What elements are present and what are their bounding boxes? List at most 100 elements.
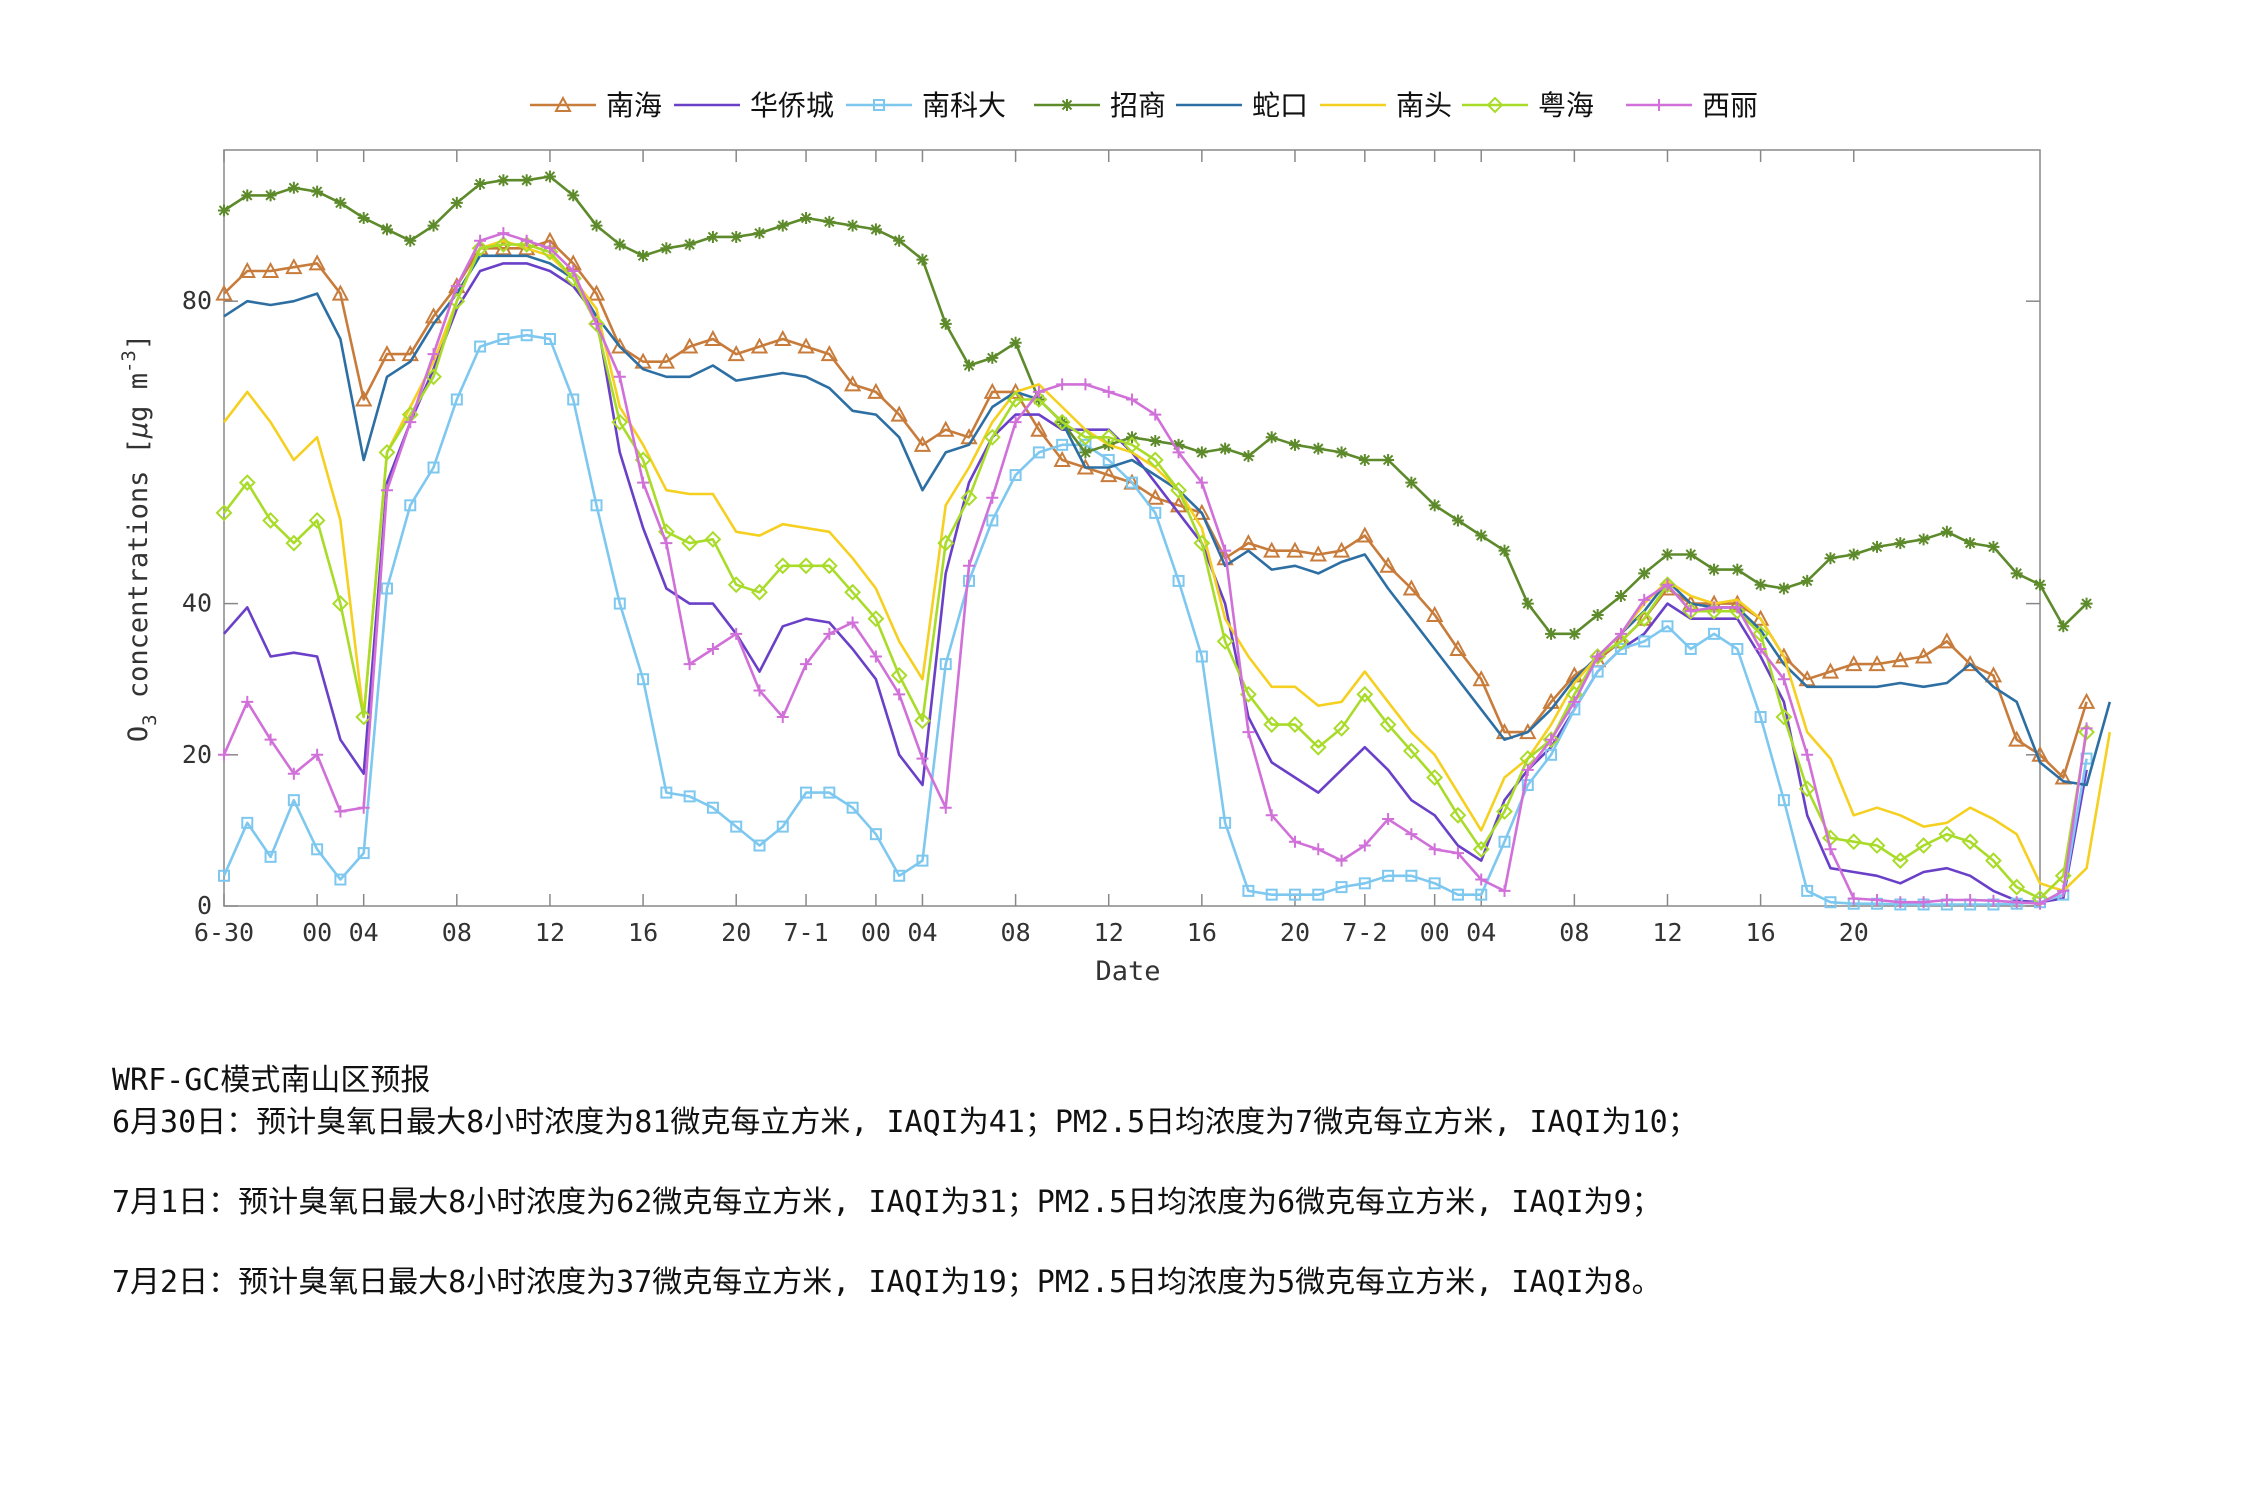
- data-point: [1126, 476, 1138, 489]
- data-point: [1801, 574, 1814, 587]
- series-7: [218, 227, 2093, 910]
- data-point: [776, 820, 789, 833]
- data-point: [287, 767, 300, 780]
- data-point: [1312, 888, 1325, 901]
- legend-label: 南科大: [922, 89, 1006, 122]
- series-group: [215, 170, 2112, 911]
- data-point: [311, 748, 324, 761]
- data-point: [730, 230, 743, 243]
- data-point: [704, 530, 722, 548]
- data-point: [1312, 843, 1325, 856]
- data-point: [427, 348, 440, 361]
- data-point: [1614, 642, 1627, 655]
- legend-item: 粤海: [1462, 89, 1594, 122]
- y-tick-label: 40: [182, 589, 212, 618]
- data-point: [1358, 453, 1371, 466]
- data-point: [1195, 650, 1208, 663]
- data-point: [613, 597, 626, 610]
- data-point: [960, 489, 978, 507]
- data-point: [567, 393, 580, 406]
- data-point: [1521, 763, 1534, 776]
- data-point: [1684, 605, 1697, 618]
- x-tick-label: 6-30: [194, 918, 254, 947]
- data-point: [893, 869, 906, 882]
- data-point: [1659, 576, 1676, 594]
- data-point: [1638, 593, 1651, 606]
- data-point: [474, 340, 487, 353]
- data-point: [1405, 828, 1418, 841]
- y-axis-label: O3 concentrations [μg m-3]: [118, 334, 161, 742]
- data-point: [1475, 529, 1488, 542]
- data-point: [750, 337, 769, 354]
- notes-day3: 7月2日：预计臭氧日最大8小时浓度为37微克每立方米, IAQI为19；PM2.…: [112, 1265, 1662, 1300]
- x-tick-label: 7-1: [783, 918, 828, 947]
- data-point: [1568, 695, 1581, 708]
- data-point: [450, 196, 463, 209]
- data-point: [1402, 742, 1420, 760]
- data-point: [355, 708, 373, 726]
- data-point: [1405, 869, 1418, 882]
- data-point: [215, 504, 233, 522]
- x-tick-label: 16: [1187, 918, 1217, 947]
- data-point: [1356, 685, 1374, 703]
- data-point: [1496, 803, 1513, 820]
- data-point: [1193, 534, 1211, 552]
- series-line: [223, 239, 2088, 779]
- data-point: [567, 189, 580, 202]
- series-line: [222, 243, 2088, 900]
- y-tick-label: 0: [197, 891, 212, 920]
- series-3: [218, 170, 2093, 640]
- data-point: [587, 284, 606, 301]
- legend-item: 南头: [1320, 89, 1452, 122]
- data-point: [820, 345, 839, 362]
- data-point: [1708, 627, 1721, 640]
- data-point: [1358, 877, 1371, 890]
- x-tick-label: 00: [861, 918, 891, 947]
- data-point: [1102, 385, 1115, 398]
- data-point: [1917, 896, 1930, 909]
- series-5: [222, 239, 2112, 893]
- data-point: [404, 499, 417, 512]
- plot-frame: [223, 149, 2041, 907]
- legend-label: 蛇口: [1252, 89, 1308, 122]
- data-point: [1309, 545, 1327, 562]
- data-point: [823, 627, 836, 640]
- x-axis: 6-30 00 04 08 12 16 20 7-1 00 04 08 12 16 20 7-2 00 04 08…: [194, 150, 1869, 947]
- data-point: [706, 801, 719, 814]
- series-line: [222, 333, 2088, 906]
- data-point: [1449, 806, 1467, 824]
- data-point: [378, 345, 396, 362]
- data-point: [590, 499, 603, 512]
- data-point: [1938, 825, 1956, 843]
- data-point: [706, 230, 719, 243]
- data-point: [1425, 605, 1444, 622]
- data-point: [706, 642, 719, 655]
- data-point: [1146, 488, 1164, 505]
- notes-day1: 6月30日：预计臭氧日最大8小时浓度为81微克每立方米, IAQI为41；PM2…: [112, 1105, 1698, 1140]
- data-point: [1263, 541, 1281, 558]
- data-point: [1382, 869, 1395, 882]
- data-point: [218, 869, 230, 882]
- data-point: [357, 212, 370, 225]
- data-point: [753, 684, 766, 697]
- data-point: [1358, 839, 1371, 852]
- data-point: [893, 688, 906, 701]
- x-tick-label: 20: [1280, 918, 1310, 947]
- data-point: [1239, 534, 1258, 551]
- data-point: [1007, 391, 1025, 408]
- data-point: [1146, 451, 1164, 469]
- data-point: [1219, 816, 1232, 829]
- data-point: [2034, 897, 2046, 910]
- data-point: [1498, 544, 1511, 557]
- data-point: [751, 583, 768, 601]
- data-point: [218, 748, 230, 761]
- data-point: [1824, 896, 1837, 909]
- data-point: [1614, 627, 1627, 640]
- data-point: [2057, 884, 2070, 897]
- data-point: [776, 711, 789, 723]
- data-point: [611, 337, 629, 354]
- data-point: [1056, 378, 1069, 391]
- data-point: [1987, 894, 2000, 907]
- data-point: [939, 801, 952, 814]
- data-point: [1265, 888, 1278, 901]
